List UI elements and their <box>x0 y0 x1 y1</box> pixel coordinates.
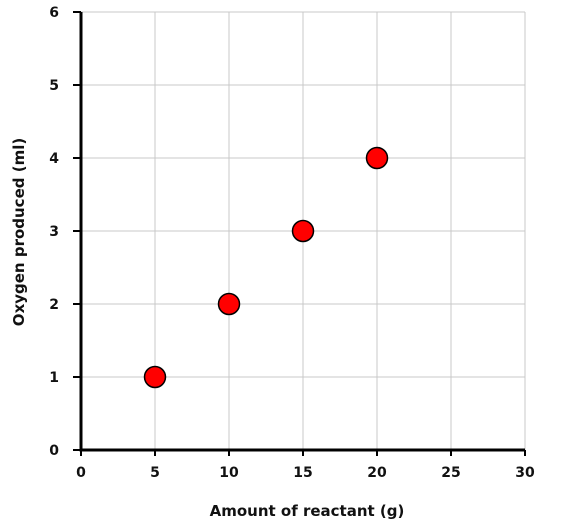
data-point <box>365 146 389 170</box>
y-tick-labels: 0 1 2 3 4 5 6 <box>49 5 59 459</box>
x-tick-label: 20 <box>367 465 387 481</box>
x-tick-label: 10 <box>219 465 239 481</box>
x-tick-label: 15 <box>293 465 312 481</box>
y-tick-label: 0 <box>49 443 59 459</box>
y-tick-label: 6 <box>49 5 59 21</box>
x-tick-label: 30 <box>515 465 535 481</box>
data-point <box>217 292 241 316</box>
y-tick-label: 4 <box>49 151 59 167</box>
data-point <box>143 365 167 389</box>
y-axis-label: Oxygen produced (ml) <box>10 138 28 326</box>
x-tick-label: 5 <box>150 465 160 481</box>
y-tick-label: 3 <box>49 224 59 240</box>
x-axis-label: Amount of reactant (g) <box>210 502 405 520</box>
data-points <box>143 146 389 389</box>
x-tick-label: 0 <box>76 465 86 481</box>
data-point <box>291 219 315 243</box>
y-tick-label: 1 <box>49 370 59 386</box>
y-tick-label: 2 <box>49 297 59 313</box>
x-tick-label: 25 <box>441 465 460 481</box>
x-tick-labels: 0 5 10 15 20 25 30 <box>76 465 535 481</box>
y-tick-label: 5 <box>49 78 59 94</box>
tick-marks <box>73 11 526 456</box>
